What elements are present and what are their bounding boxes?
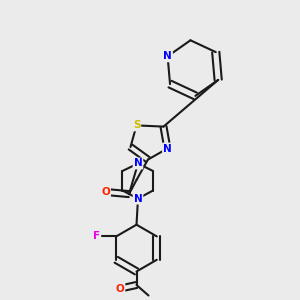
Text: O: O [116,284,124,294]
Text: S: S [133,120,140,130]
Text: N: N [134,194,142,204]
Text: F: F [93,231,100,242]
Text: N: N [134,158,142,169]
Text: N: N [163,143,172,154]
Text: N: N [163,51,172,61]
Text: O: O [101,187,110,197]
